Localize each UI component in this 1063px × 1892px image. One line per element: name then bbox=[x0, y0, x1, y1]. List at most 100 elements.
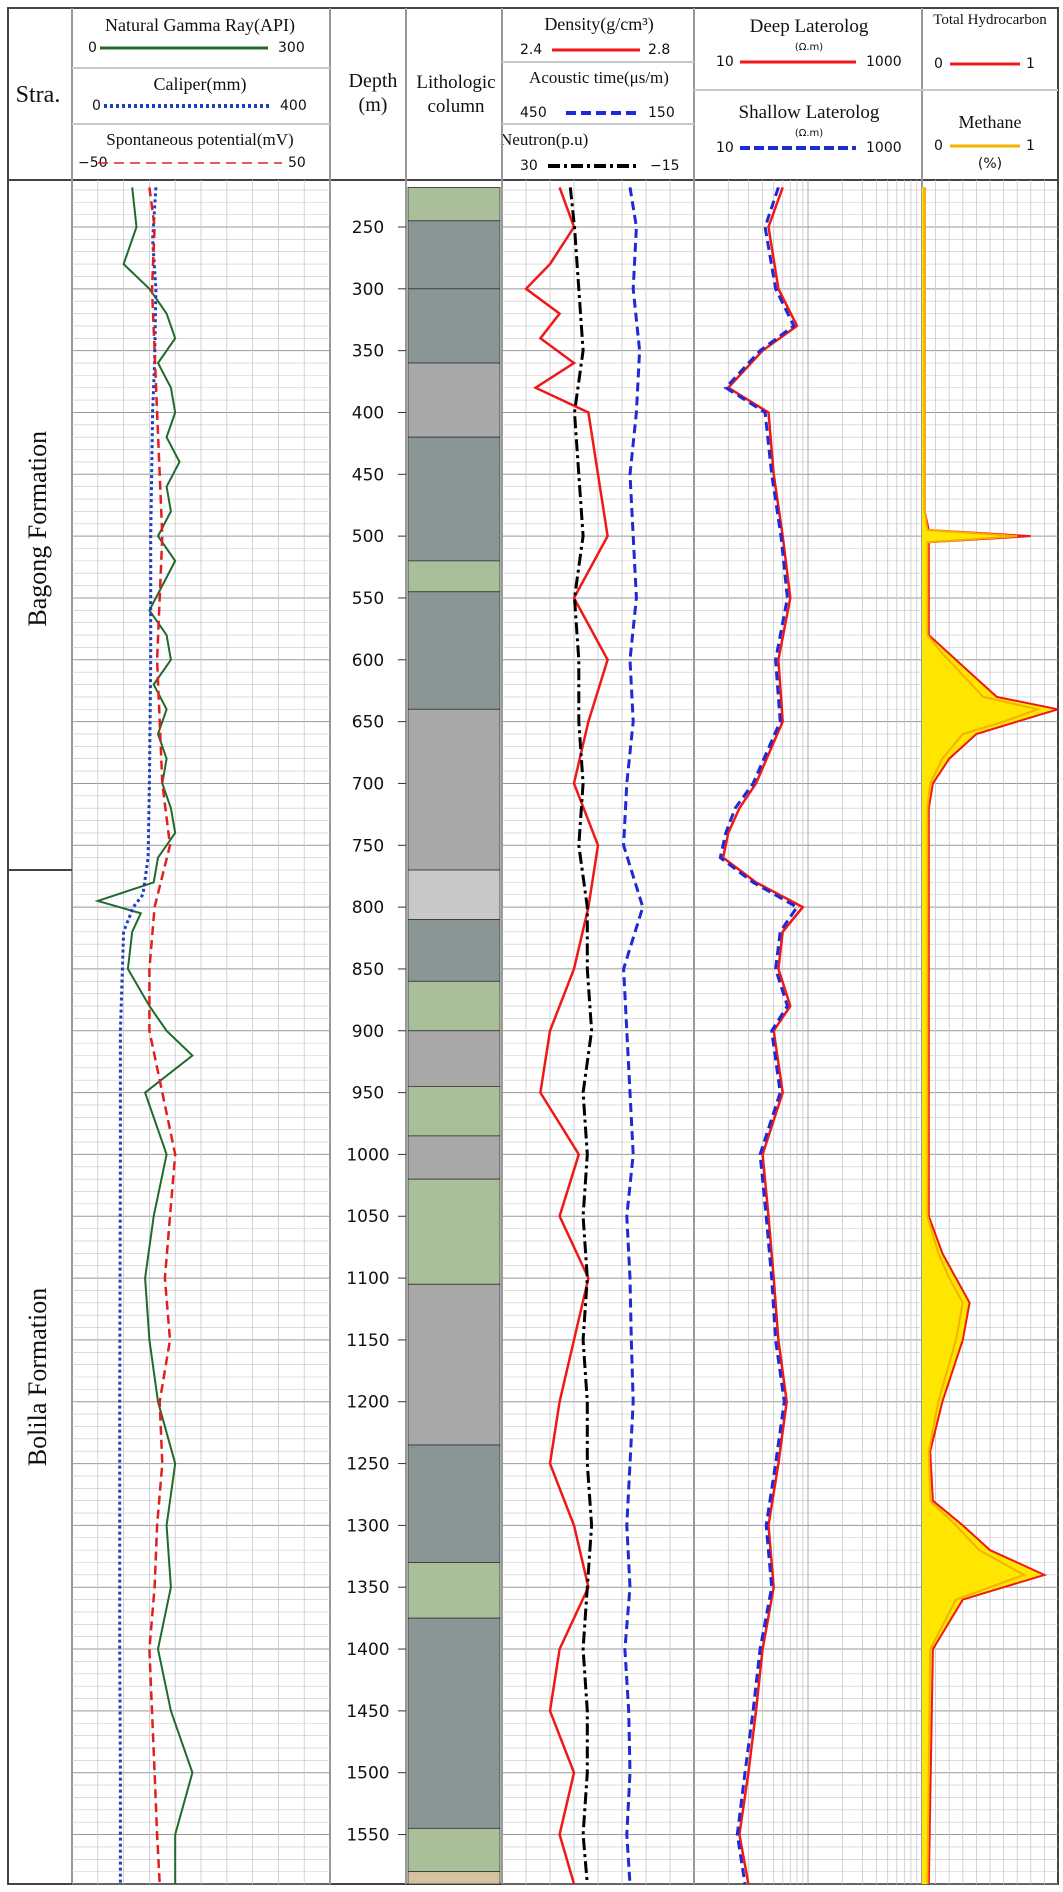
legend-gamma-ray: Natural Gamma Ray(API) bbox=[105, 15, 295, 35]
legend-total-hydrocarbon-max: 1 bbox=[1026, 56, 1035, 72]
depth-tick-label: 1300 bbox=[346, 1516, 389, 1536]
legend-neutron-min: 30 bbox=[520, 158, 538, 174]
lithology-bed bbox=[407, 869, 501, 920]
depth-tick-label: 1150 bbox=[346, 1331, 389, 1351]
depth-tick-label: 950 bbox=[352, 1084, 384, 1104]
legend-neutron: Neutron(p.u) bbox=[500, 130, 589, 149]
depth-tick-label: 1050 bbox=[346, 1207, 389, 1227]
depth-tick-label: 700 bbox=[352, 774, 384, 794]
lithology-bed bbox=[407, 1827, 501, 1873]
depth-tick-label: 1550 bbox=[346, 1826, 389, 1846]
legend-deep-laterolog-max: 1000 bbox=[866, 54, 902, 70]
legend-shallow-laterolog-max: 1000 bbox=[866, 140, 902, 156]
depth-tick-label: 800 bbox=[352, 898, 384, 918]
curve-sp bbox=[148, 187, 177, 1885]
lithology-bed bbox=[407, 919, 501, 982]
lithology-bed bbox=[407, 1030, 501, 1087]
curve-methane bbox=[923, 187, 1042, 1885]
depth-tick-label: 1100 bbox=[346, 1269, 389, 1289]
legend-total-hydrocarbon: Total Hydrocarbon bbox=[924, 12, 1056, 29]
curve-deep-laterolog bbox=[721, 186, 805, 1885]
legend-deep-laterolog: Deep Laterolog bbox=[749, 16, 869, 37]
curve-total-hydrocarbon bbox=[923, 187, 1059, 1885]
depth-tick-label: 1350 bbox=[346, 1578, 389, 1598]
legend-methane-min: 0 bbox=[934, 138, 943, 154]
legend-deep-laterolog-unit: (Ω.m) bbox=[794, 42, 824, 53]
depth-tick-label: 600 bbox=[352, 651, 384, 671]
legend-density-min: 2.4 bbox=[520, 42, 543, 58]
depth-tick-label: 1250 bbox=[346, 1455, 389, 1475]
legend-sp-max: 50 bbox=[288, 155, 306, 171]
curve-gamma-ray bbox=[94, 187, 194, 1884]
legend-total-hydrocarbon-min: 0 bbox=[934, 56, 943, 72]
lithology-bed bbox=[407, 591, 501, 710]
lithology-bed bbox=[407, 362, 501, 438]
stra-header: Stra. bbox=[15, 82, 61, 108]
depth-tick-label: 1000 bbox=[346, 1145, 389, 1165]
lithology-bed bbox=[407, 1871, 501, 1885]
lithology-bed bbox=[407, 187, 501, 222]
legend-acoustic-max: 150 bbox=[648, 105, 675, 121]
lithology-bed bbox=[407, 560, 501, 593]
strat-unit-label: Bagong Formation bbox=[23, 431, 52, 627]
depth-tick-label: 450 bbox=[352, 465, 384, 485]
depth-tick-label: 300 bbox=[352, 280, 384, 300]
legend-acoustic-min: 450 bbox=[520, 105, 547, 121]
legend-sp: Spontaneous potential(mV) bbox=[106, 130, 294, 149]
legend-methane: Methane bbox=[958, 112, 1022, 132]
depth-tick-label: 250 bbox=[352, 218, 384, 238]
legend-gamma-ray-max: 300 bbox=[278, 40, 305, 56]
depth-tick-label: 350 bbox=[352, 342, 384, 362]
legend-sp-min: −50 bbox=[78, 155, 108, 171]
lithology-bed bbox=[407, 1562, 501, 1619]
lithology-bed bbox=[407, 288, 501, 364]
lithology-bed bbox=[407, 1444, 501, 1563]
outer-frame bbox=[7, 7, 1059, 1885]
legend-density: Density(g/cm³) bbox=[544, 14, 654, 34]
depth-tick-label: 500 bbox=[352, 527, 384, 547]
depth-tick-label: 900 bbox=[352, 1022, 384, 1042]
lithology-bed bbox=[407, 1178, 501, 1285]
lithology-bed bbox=[407, 1086, 501, 1137]
legend-acoustic: Acoustic time(μs/m) bbox=[529, 68, 669, 87]
legend-shallow-laterolog: Shallow Laterolog bbox=[738, 102, 880, 123]
legend-shallow-laterolog-unit: (Ω.m) bbox=[794, 128, 824, 139]
legend-methane-unit: (%) bbox=[977, 156, 1003, 172]
depth-header-line2: (m) bbox=[358, 94, 388, 116]
curve-shallow-laterolog bbox=[718, 186, 800, 1885]
lithology-bed bbox=[407, 1617, 501, 1829]
lithology-bed bbox=[407, 436, 501, 562]
legend-total-hydrocarbon-text: Total Hydrocarbon bbox=[933, 12, 1047, 28]
depth-tick-label: 650 bbox=[352, 713, 384, 733]
legend-caliper-max: 400 bbox=[280, 98, 307, 114]
curve-acoustic bbox=[622, 187, 645, 1885]
lithology-bed bbox=[407, 980, 501, 1032]
legend-neutron-max: −15 bbox=[650, 158, 680, 174]
strat-unit-label: Bolila Formation bbox=[23, 1288, 52, 1466]
lithology-header-line2: column bbox=[427, 96, 485, 117]
curve-caliper bbox=[118, 187, 158, 1884]
legend-shallow-laterolog-min: 10 bbox=[716, 140, 734, 156]
curve-density bbox=[524, 186, 609, 1885]
depth-tick-label: 1400 bbox=[346, 1640, 389, 1660]
lithology-bed bbox=[407, 220, 501, 290]
lithology-bed bbox=[407, 708, 501, 871]
depth-tick-label: 750 bbox=[352, 836, 384, 856]
legend-deep-laterolog-min: 10 bbox=[716, 54, 734, 70]
depth-tick-label: 550 bbox=[352, 589, 384, 609]
depth-tick-label: 850 bbox=[352, 960, 384, 980]
lithology-header-line1: Lithologic bbox=[416, 72, 496, 93]
curve-neutron bbox=[568, 187, 594, 1885]
lithology-bed bbox=[407, 1283, 501, 1446]
legend-caliper-min: 0 bbox=[92, 98, 101, 114]
depth-header-line1: Depth bbox=[348, 70, 398, 92]
depth-tick-label: 1500 bbox=[346, 1764, 389, 1784]
legend-methane-max: 1 bbox=[1026, 138, 1035, 154]
lithology-bed bbox=[407, 1135, 501, 1180]
depth-tick-label: 400 bbox=[352, 403, 384, 423]
legend-caliper: Caliper(mm) bbox=[153, 74, 247, 94]
legend-density-max: 2.8 bbox=[648, 42, 671, 58]
depth-tick-label: 1450 bbox=[346, 1702, 389, 1722]
legend-gamma-ray-min: 0 bbox=[88, 40, 97, 56]
